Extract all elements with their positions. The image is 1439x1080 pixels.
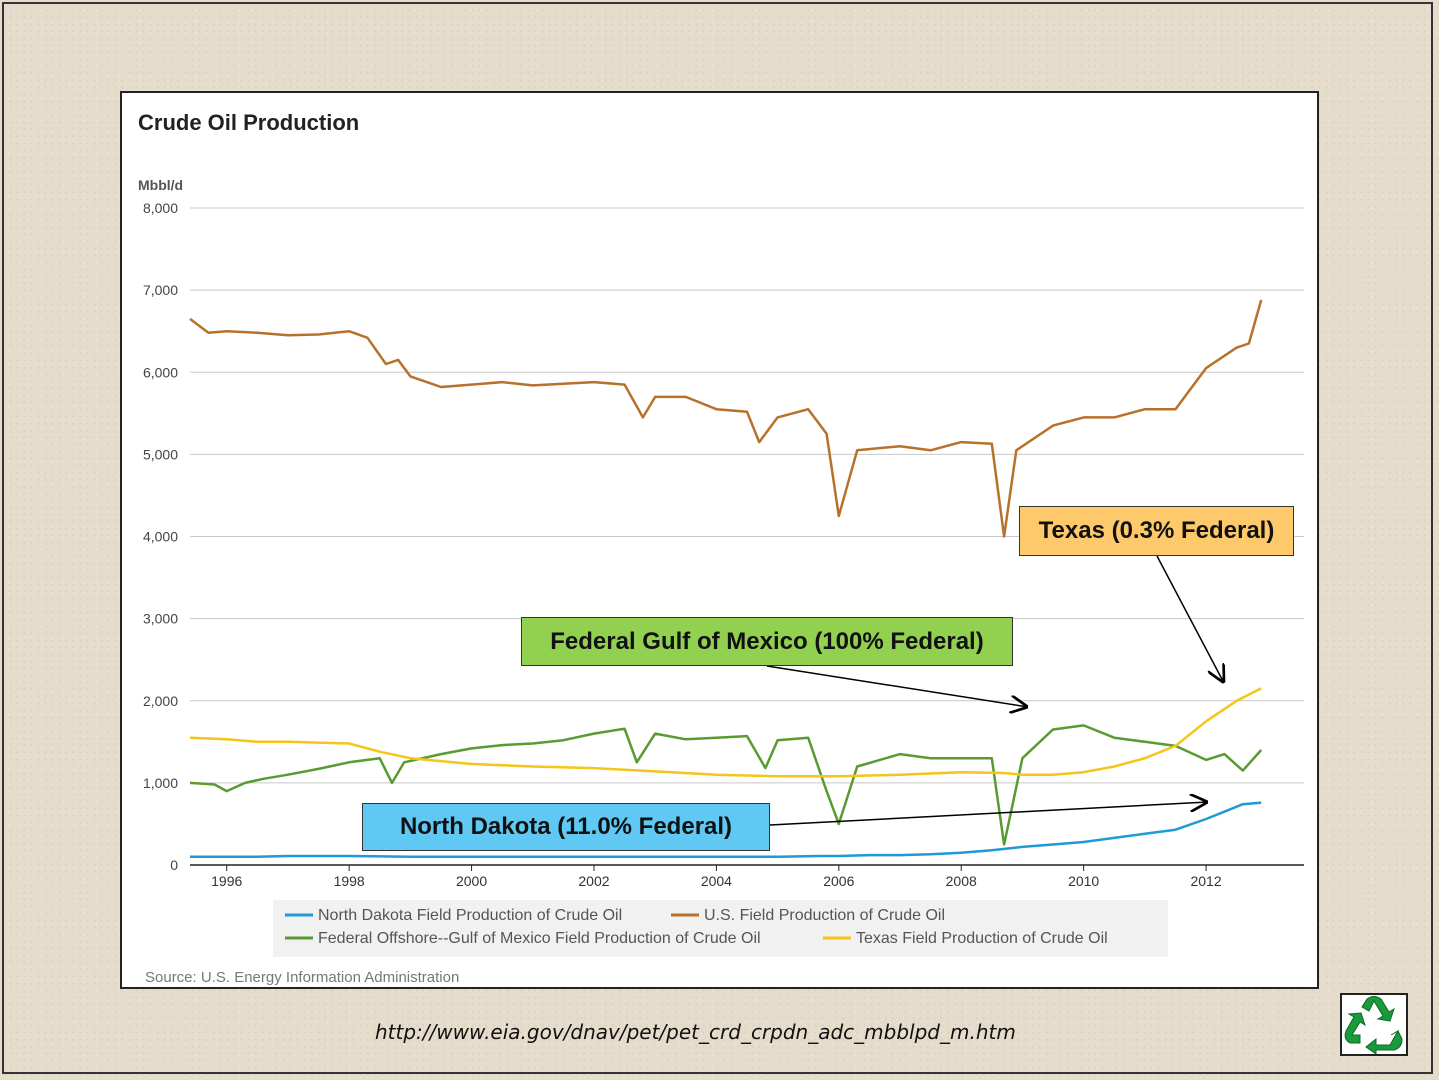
y-unit-label: Mbbl/d: [138, 177, 183, 193]
series-line: [189, 724, 1263, 846]
legend-label: North Dakota Field Production of Crude O…: [318, 907, 622, 924]
x-tick-label: 1998: [334, 873, 365, 889]
source-url[interactable]: http://www.eia.gov/dnav/pet/pet_crd_crpd…: [375, 1020, 1016, 1044]
x-tick-label: 2012: [1190, 873, 1221, 889]
y-tick-label: 0: [170, 857, 178, 873]
y-tick-label: 5,000: [143, 446, 178, 462]
x-tick-label: 2004: [701, 873, 732, 889]
series-line: [189, 687, 1262, 778]
y-tick-label: 7,000: [143, 282, 178, 298]
y-tick-label: 2,000: [143, 693, 178, 709]
y-tick-label: 4,000: [143, 529, 178, 545]
north-dakota-callout: North Dakota (11.0% Federal): [362, 803, 770, 851]
y-tick-label: 6,000: [143, 364, 178, 380]
legend-label: Federal Offshore--Gulf of Mexico Field P…: [318, 930, 761, 947]
x-tick-label: 2000: [456, 873, 487, 889]
legend-label: U.S. Field Production of Crude Oil: [704, 907, 945, 924]
legend-box: [273, 900, 1168, 957]
x-tick-label: 2002: [578, 873, 609, 889]
recycle-icon: [1340, 993, 1408, 1056]
series-line: [190, 801, 1262, 859]
texas-callout: Texas (0.3% Federal): [1019, 506, 1294, 556]
x-tick-label: 1996: [211, 873, 242, 889]
y-tick-label: 8,000: [143, 200, 178, 216]
x-tick-label: 2006: [823, 873, 854, 889]
y-tick-label: 3,000: [143, 611, 178, 627]
x-tick-label: 2008: [946, 873, 977, 889]
y-tick-label: 1,000: [143, 775, 178, 791]
source-text: Source: U.S. Energy Information Administ…: [145, 969, 459, 986]
series-line: [189, 299, 1263, 538]
chart-title: Crude Oil Production: [138, 110, 359, 135]
legend-label: Texas Field Production of Crude Oil: [856, 930, 1108, 947]
x-tick-label: 2010: [1068, 873, 1099, 889]
gulf-callout: Federal Gulf of Mexico (100% Federal): [521, 617, 1013, 666]
